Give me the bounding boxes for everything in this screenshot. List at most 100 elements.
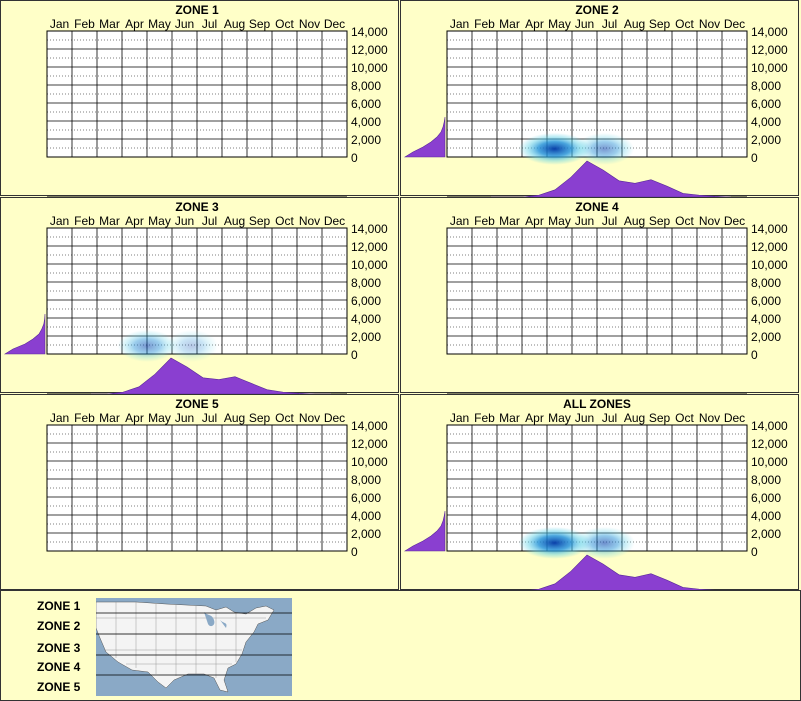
x-tick-label: Feb bbox=[74, 411, 95, 425]
x-tick-label: May bbox=[148, 411, 171, 425]
y-tick-label: 10,000 bbox=[751, 258, 788, 272]
x-tick-label: Jun bbox=[575, 214, 594, 228]
y-tick-label: 0 bbox=[351, 151, 358, 165]
y-tick-label: 14,000 bbox=[351, 419, 388, 433]
x-tick-label: Jul bbox=[202, 214, 217, 228]
elevation-density-curve bbox=[403, 510, 446, 552]
y-tick-label: 0 bbox=[751, 348, 758, 362]
y-tick-label: 14,000 bbox=[351, 25, 388, 39]
zone-legend-label-3: ZONE 3 bbox=[37, 641, 81, 655]
x-tick-label: Aug bbox=[624, 17, 645, 31]
y-tick-label: 8,000 bbox=[351, 276, 381, 290]
x-tick-label: Jan bbox=[50, 214, 69, 228]
x-tick-label: Aug bbox=[624, 214, 645, 228]
heat-spot bbox=[117, 329, 177, 362]
x-tick-label: Aug bbox=[224, 411, 245, 425]
x-tick-label: Jul bbox=[602, 411, 617, 425]
chart-title: ZONE 1 bbox=[175, 3, 219, 17]
y-tick-label: 12,000 bbox=[751, 240, 788, 254]
x-tick-label: Feb bbox=[74, 17, 95, 31]
y-tick-label: 4,000 bbox=[351, 509, 381, 523]
x-tick-label: Nov bbox=[299, 411, 320, 425]
x-tick-label: Sep bbox=[249, 411, 271, 425]
elevation-density-curve bbox=[403, 116, 446, 158]
y-tick-label: 0 bbox=[351, 545, 358, 559]
x-tick-label: Nov bbox=[699, 17, 720, 31]
y-tick-label: 12,000 bbox=[751, 43, 788, 57]
x-tick-label: Nov bbox=[699, 411, 720, 425]
x-tick-label: Nov bbox=[299, 214, 320, 228]
y-tick-label: 8,000 bbox=[751, 79, 781, 93]
y-tick-label: 6,000 bbox=[751, 294, 781, 308]
x-tick-label: Dec bbox=[724, 214, 745, 228]
x-tick-label: Apr bbox=[525, 214, 544, 228]
x-tick-label: Jul bbox=[202, 17, 217, 31]
chart-title: ZONE 3 bbox=[175, 200, 219, 214]
x-tick-label: Jun bbox=[575, 411, 594, 425]
chart-panel-all-zones: ALL ZONES Jan Feb Mar Apr May Jun Jul Aug Sep Oct N… bbox=[400, 394, 799, 591]
y-tick-label: 12,000 bbox=[351, 437, 388, 451]
x-tick-label: Sep bbox=[249, 214, 271, 228]
y-tick-label: 14,000 bbox=[751, 25, 788, 39]
x-tick-label: Dec bbox=[724, 17, 745, 31]
y-tick-label: 10,000 bbox=[351, 61, 388, 75]
y-tick-label: 10,000 bbox=[351, 455, 388, 469]
y-tick-label: 2,000 bbox=[351, 133, 381, 147]
chart-panel-zone-2: ZONE 2 Jan Feb Mar Apr May Jun Jul Aug Sep Oct Nov D… bbox=[400, 0, 799, 197]
chart-title: ZONE 2 bbox=[575, 3, 619, 17]
zone-legend: ZONE 1 ZONE 2 ZONE 3 ZONE 4 ZONE 5 bbox=[0, 590, 801, 701]
x-tick-label: Jul bbox=[602, 17, 617, 31]
month-density-curve bbox=[491, 554, 732, 591]
y-tick-label: 0 bbox=[351, 348, 358, 362]
x-tick-label: Oct bbox=[275, 17, 294, 31]
x-tick-label: Apr bbox=[125, 214, 144, 228]
y-tick-label: 8,000 bbox=[351, 473, 381, 487]
x-tick-label: Apr bbox=[125, 411, 144, 425]
y-tick-label: 12,000 bbox=[351, 43, 388, 57]
x-tick-label: Dec bbox=[324, 411, 345, 425]
heat-spot bbox=[166, 329, 218, 362]
x-tick-label: Feb bbox=[474, 214, 495, 228]
y-tick-label: 2,000 bbox=[351, 330, 381, 344]
zone-legend-label-5: ZONE 5 bbox=[37, 680, 81, 694]
y-tick-label: 10,000 bbox=[751, 61, 788, 75]
y-tick-label: 14,000 bbox=[751, 222, 788, 236]
x-tick-label: Oct bbox=[675, 214, 694, 228]
x-tick-label: Jun bbox=[175, 214, 194, 228]
x-tick-label: Jun bbox=[175, 17, 194, 31]
x-tick-label: May bbox=[548, 214, 571, 228]
y-tick-label: 6,000 bbox=[351, 294, 381, 308]
x-tick-label: Oct bbox=[275, 214, 294, 228]
chart-svg: ZONE 3 Jan Feb Mar Apr May Jun Jul Aug Sep Oct Nov D… bbox=[3, 200, 388, 394]
zone-legend-label-1: ZONE 1 bbox=[37, 599, 81, 613]
month-density-curve bbox=[91, 357, 331, 394]
y-tick-label: 6,000 bbox=[351, 97, 381, 111]
x-tick-label: Jul bbox=[202, 411, 217, 425]
chart-panel-zone-3: ZONE 3 Jan Feb Mar Apr May Jun Jul Aug Sep Oct Nov D… bbox=[0, 197, 399, 394]
y-tick-label: 2,000 bbox=[751, 133, 781, 147]
x-tick-label: Sep bbox=[249, 17, 271, 31]
x-tick-label: Dec bbox=[324, 17, 345, 31]
y-tick-label: 12,000 bbox=[351, 240, 388, 254]
x-tick-label: Oct bbox=[675, 411, 694, 425]
x-tick-label: Aug bbox=[224, 214, 245, 228]
x-tick-label: Nov bbox=[299, 17, 320, 31]
x-tick-label: Feb bbox=[474, 17, 495, 31]
chart-panel-zone-4: ZONE 4 Jan Feb Mar Apr May Jun Jul Aug Sep Oct Nov D… bbox=[400, 197, 799, 394]
x-tick-label: Jul bbox=[602, 214, 617, 228]
x-tick-label: Mar bbox=[99, 411, 120, 425]
x-tick-label: Sep bbox=[649, 17, 671, 31]
y-tick-label: 0 bbox=[751, 151, 758, 165]
x-tick-label: Mar bbox=[499, 17, 520, 31]
x-tick-label: Dec bbox=[324, 214, 345, 228]
y-tick-label: 2,000 bbox=[351, 527, 381, 541]
y-tick-label: 14,000 bbox=[751, 419, 788, 433]
chart-svg: ZONE 5 Jan Feb Mar Apr May Jun Jul Aug Sep Oct Nov D… bbox=[46, 397, 388, 591]
x-tick-label: Jan bbox=[50, 17, 69, 31]
heat-spot bbox=[574, 132, 635, 165]
x-tick-label: May bbox=[548, 17, 571, 31]
y-tick-label: 4,000 bbox=[351, 312, 381, 326]
zone-map bbox=[95, 598, 292, 696]
y-tick-label: 10,000 bbox=[351, 258, 388, 272]
y-tick-label: 4,000 bbox=[751, 509, 781, 523]
